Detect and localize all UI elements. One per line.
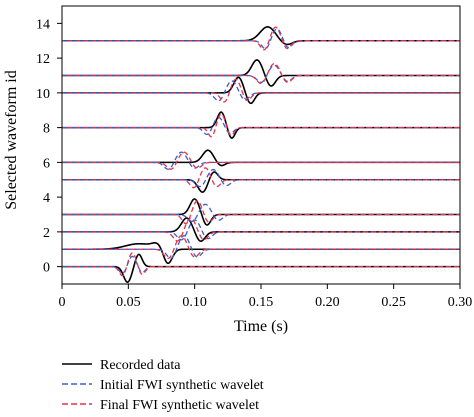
trace-group — [62, 198, 460, 226]
trace-group — [62, 111, 460, 139]
final-trace — [62, 235, 460, 260]
recorded-trace — [62, 26, 460, 46]
x-tick-label: 0 — [59, 295, 66, 310]
initial-trace — [62, 151, 460, 170]
final-trace — [62, 151, 460, 170]
final-trace — [62, 217, 460, 242]
y-tick-label: 10 — [36, 87, 50, 102]
plot-frame — [61, 5, 461, 285]
trace-group — [62, 252, 460, 284]
recorded-trace — [62, 149, 460, 167]
trace-group — [62, 149, 460, 170]
legend-label: Initial FWI synthetic wavelet — [100, 378, 264, 393]
final-trace — [62, 113, 460, 138]
initial-trace — [62, 219, 460, 241]
axes-layer: 0 0.05 0.10 0.15 0.20 0.25 0.30 0 2 4 6 8 10 12 14 — [36, 5, 473, 310]
initial-trace — [62, 64, 460, 83]
trace-group — [62, 26, 460, 51]
x-tick-label: 0.30 — [448, 295, 473, 310]
y-tick-label: 4 — [43, 191, 50, 206]
y-tick-label: 2 — [43, 226, 50, 241]
final-trace — [62, 200, 460, 225]
trace-group — [62, 76, 460, 105]
initial-trace — [62, 203, 460, 222]
recorded-trace — [62, 171, 460, 193]
final-trace — [62, 252, 460, 277]
y-tick-label: 12 — [36, 52, 50, 67]
traces-layer — [62, 26, 460, 284]
x-tick-label: 0.25 — [381, 295, 406, 310]
y-axis-label: Selected waveform id — [3, 70, 20, 210]
x-axis-label: Time (s) — [234, 318, 288, 335]
y-tick-label: 6 — [43, 156, 50, 171]
initial-trace — [62, 168, 460, 188]
initial-trace — [62, 116, 460, 136]
trace-group — [62, 235, 460, 265]
legend-label: Recorded data — [100, 358, 181, 373]
trace-group — [62, 167, 460, 193]
x-tick-label: 0.05 — [116, 295, 141, 310]
y-tick-label: 0 — [43, 261, 50, 276]
final-trace — [62, 167, 460, 189]
recorded-trace — [62, 242, 460, 265]
x-tick-label: 0.20 — [315, 295, 340, 310]
y-tick-label: 14 — [36, 17, 50, 32]
initial-trace — [62, 235, 460, 260]
y-tick-label: 8 — [43, 122, 50, 137]
final-trace — [62, 62, 460, 85]
legend-label: Final FWI synthetic wavelet — [100, 398, 259, 413]
x-tick-label: 0.10 — [182, 295, 207, 310]
trace-group — [62, 59, 460, 87]
final-trace — [62, 78, 460, 103]
legend: Recorded data Initial FWI synthetic wavel… — [62, 358, 264, 413]
recorded-trace — [62, 198, 460, 226]
recorded-trace — [62, 217, 460, 242]
recorded-trace — [62, 76, 460, 105]
x-tick-label: 0.15 — [249, 295, 274, 310]
final-trace — [62, 26, 460, 51]
recorded-trace — [62, 111, 460, 139]
trace-group — [62, 217, 460, 242]
recorded-trace — [62, 253, 460, 284]
